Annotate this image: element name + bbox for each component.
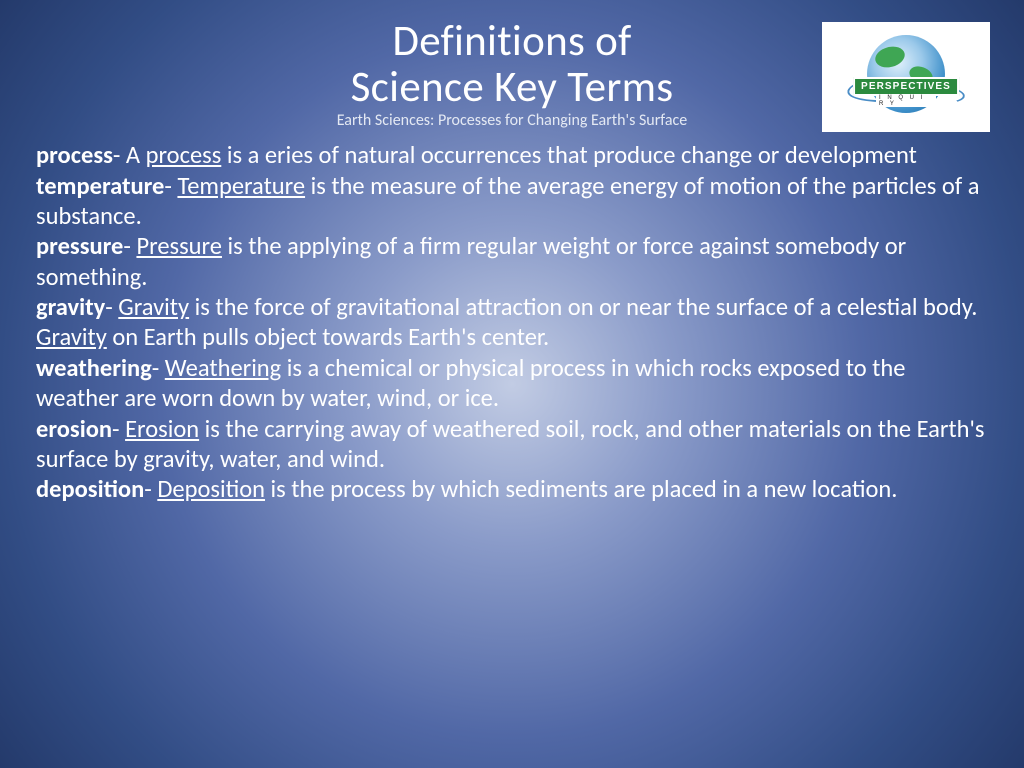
term-pressure: pressure [36, 231, 123, 261]
title-block: Definitions of Science Key Terms Earth S… [156, 18, 868, 130]
term-gravity: gravity [36, 292, 105, 322]
term-deposition: deposition [36, 474, 144, 504]
term-weathering: weathering [36, 353, 152, 383]
definition-gravity: gravity- Gravity is the force of gravita… [36, 292, 988, 353]
globe-icon: PERSPECTIVES I N Q U I R Y [846, 33, 966, 121]
slide: PERSPECTIVES I N Q U I R Y Definitions o… [0, 0, 1024, 768]
title-line-2: Science Key Terms [156, 64, 868, 110]
definition-weathering: weathering- Weathering is a chemical or … [36, 353, 988, 414]
logo-sub-text: I N Q U I R Y [876, 95, 936, 107]
definition-pressure: pressure- Pressure is the applying of a … [36, 231, 988, 292]
definition-deposition: deposition- Deposition is the process by… [36, 474, 988, 504]
subtitle: Earth Sciences: Processes for Changing E… [156, 111, 868, 130]
logo-banner-text: PERSPECTIVES [853, 77, 959, 96]
title-line-1: Definitions of [156, 18, 868, 64]
definition-process: process- A process is a eries of natural… [36, 140, 988, 170]
definitions-content: process- A process is a eries of natural… [36, 140, 988, 505]
term-process: process [36, 140, 113, 170]
term-erosion: erosion [36, 414, 112, 444]
definition-erosion: erosion- Erosion is the carrying away of… [36, 414, 988, 475]
definition-temperature: temperature- Temperature is the measure … [36, 171, 988, 232]
logo: PERSPECTIVES I N Q U I R Y [822, 22, 990, 132]
term-temperature: temperature [36, 171, 164, 201]
